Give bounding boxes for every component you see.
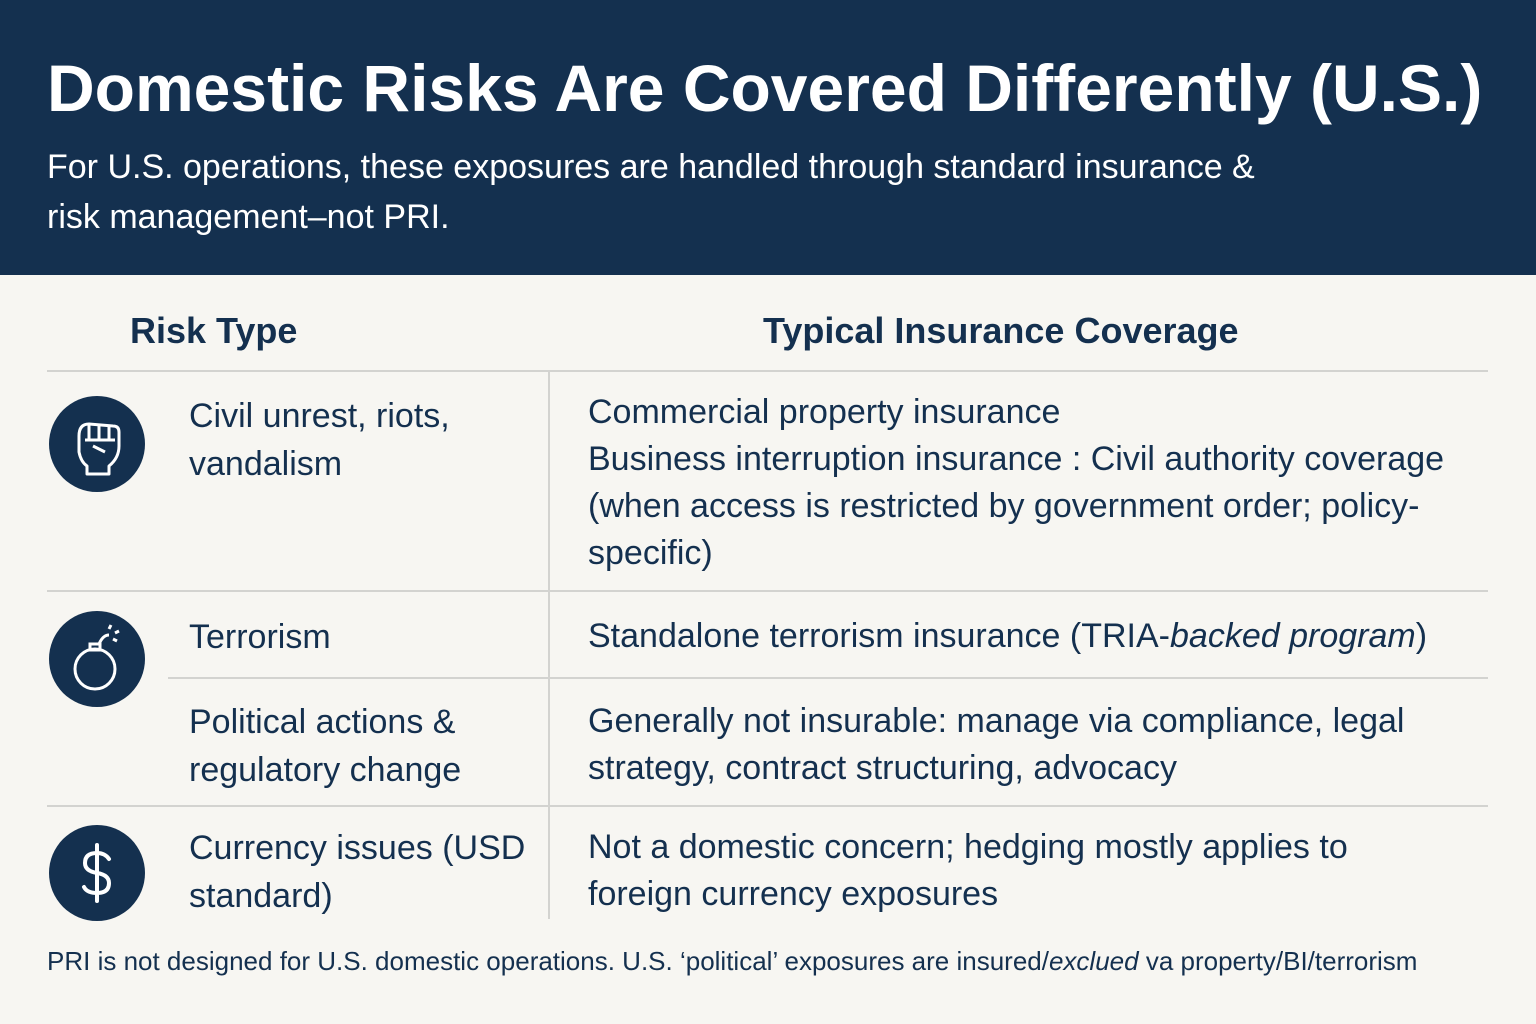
title: Domestic Risks Are Covered Differently (… [47, 51, 1483, 125]
column-divider [548, 371, 550, 919]
coverage-line: Not a domestic concern; hedging mostly a… [588, 828, 1348, 913]
header: Domestic Risks Are Covered Differently (… [0, 0, 1536, 275]
coverage-text: Standalone terrorism insurance (TRIA- [588, 617, 1171, 655]
column-header: Typical Insurance Coverage [763, 310, 1239, 351]
rule [47, 805, 1488, 807]
coverage-line: Commercial property insurance [588, 393, 1061, 431]
footnote-text: va property/BI/terrorism [1138, 946, 1418, 976]
coverage-line: Business interruption insurance : Civil … [588, 440, 1445, 572]
coverage: Generally not insurable: manage via comp… [588, 698, 1508, 792]
fist-icon [49, 396, 145, 492]
subtitle: For U.S. operations, these exposures are… [47, 148, 1255, 236]
coverage: Not a domestic concern; hedging mostly a… [588, 824, 1408, 918]
footnote: PRI is not designed for U.S. domestic op… [47, 946, 1417, 977]
coverage-text: backed program [1170, 617, 1416, 655]
coverage-line: Generally not insurable: manage via comp… [588, 702, 1405, 787]
rule [168, 677, 1488, 679]
risk-type: Political actions & regulatory change [189, 703, 462, 789]
footnote-text: PRI is not designed for U.S. domestic op… [47, 946, 1049, 976]
bomb-icon [49, 611, 145, 707]
risk-type: Civil unrest, riots, vandalism [189, 397, 450, 483]
rule [47, 590, 1488, 592]
risk-type: Currency issues (USD standard) [189, 829, 526, 915]
coverage-text: ) [1415, 617, 1428, 655]
dollar-icon [49, 825, 145, 921]
coverage: Commercial property insurance Business i… [588, 389, 1508, 577]
risk-type: Terrorism [189, 618, 331, 656]
coverage: Standalone terrorism insurance (TRIA-bac… [588, 613, 1508, 660]
rule [47, 370, 1488, 372]
column-header: Risk Type [130, 310, 298, 351]
footnote-text: exclued [1048, 946, 1139, 976]
